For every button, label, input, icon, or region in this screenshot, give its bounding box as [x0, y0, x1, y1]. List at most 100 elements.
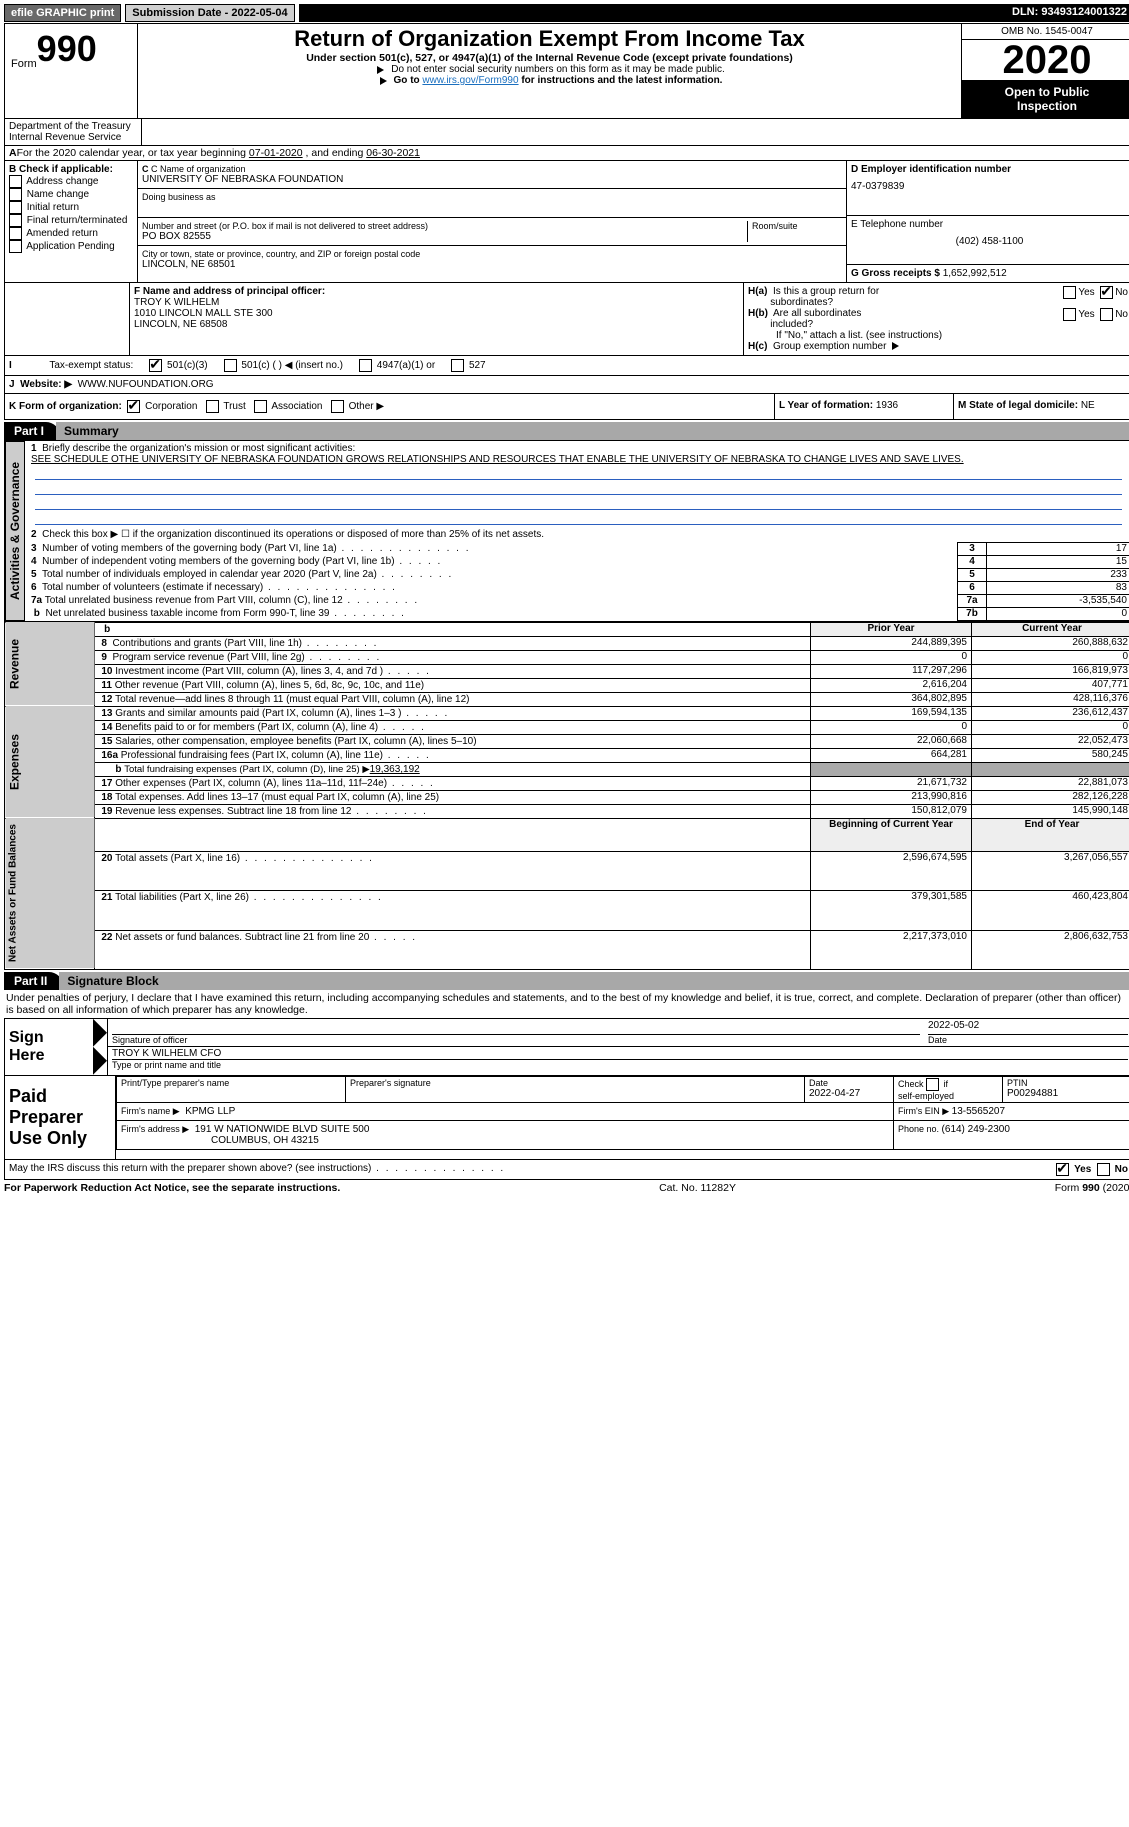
top-bar: efile GRAPHIC print Submission Date - 20… — [4, 4, 1129, 22]
l19: Revenue less expenses. Subtract line 18 … — [115, 806, 428, 817]
checkbox[interactable] — [9, 240, 22, 253]
officer-addr2: LINCOLN, NE 68508 — [134, 319, 227, 330]
line4: Number of independent voting members of … — [42, 556, 442, 567]
gross-label: G Gross receipts $ — [851, 268, 943, 279]
checkbox[interactable] — [9, 227, 22, 240]
cy17: 22,881,073 — [972, 776, 1129, 790]
cy9: 0 — [972, 650, 1129, 664]
k-corp: Corporation — [145, 401, 197, 412]
cy10: 166,819,973 — [972, 664, 1129, 678]
hint2-pre: Go to — [394, 75, 423, 86]
checkbox-checked[interactable] — [1056, 1163, 1069, 1176]
box-klm: K Form of organization: Corporation Trus… — [4, 394, 1129, 420]
checkbox[interactable] — [206, 400, 219, 413]
phone-label: E Telephone number — [851, 219, 1128, 230]
j-label: Website: ▶ — [20, 379, 72, 390]
officer-addr1: 1010 LINCOLN MALL STE 300 — [134, 308, 273, 319]
l21: Total liabilities (Part X, line 26) — [115, 892, 383, 903]
irs-link[interactable]: www.irs.gov/Form990 — [422, 75, 518, 86]
l-val: 1936 — [876, 400, 898, 411]
line1-label: Briefly describe the organization's miss… — [42, 443, 355, 454]
footer-mid: Cat. No. 11282Y — [659, 1182, 736, 1194]
py9: 0 — [811, 650, 972, 664]
checkbox[interactable] — [1063, 308, 1076, 321]
paid-preparer-label: PaidPreparerUse Only — [5, 1076, 115, 1159]
department-label: Department of the TreasuryInternal Reven… — [5, 119, 142, 145]
prep-date-l: Date — [809, 1078, 889, 1088]
k-label: K Form of organization: — [9, 401, 122, 412]
sign-here-label: SignHere — [5, 1019, 93, 1075]
l8: Contributions and grants (Part VIII, lin… — [112, 638, 378, 649]
checkbox-checked[interactable] — [127, 400, 140, 413]
checkbox[interactable] — [331, 400, 344, 413]
firm-addr1: 191 W NATIONWIDE BLVD SUITE 500 — [195, 1124, 370, 1135]
checkbox[interactable] — [1063, 286, 1076, 299]
footer-right: Form 990 (2020) — [1055, 1182, 1129, 1194]
checkbox[interactable] — [254, 400, 267, 413]
dln-label: DLN: — [1012, 6, 1041, 18]
firm-addr-l: Firm's address ▶ — [121, 1124, 189, 1134]
l16b-pre: Total fundraising expenses (Part IX, col… — [124, 764, 369, 775]
efile-button[interactable]: efile GRAPHIC print — [4, 4, 121, 22]
checkbox[interactable] — [9, 214, 22, 227]
submission-date: 2022-05-04 — [231, 7, 287, 19]
line1-text: SEE SCHEDULE OTHE UNIVERSITY OF NEBRASKA… — [31, 454, 964, 465]
hdr-bcy: Beginning of Current Year — [811, 818, 972, 852]
line3: Number of voting members of the governin… — [42, 543, 470, 554]
triangle-icon — [377, 66, 384, 74]
l22: Net assets or fund balances. Subtract li… — [115, 932, 417, 943]
m-label: M State of legal domicile: — [958, 400, 1081, 411]
org-city: LINCOLN, NE 68501 — [142, 259, 842, 270]
website-value: WWW.NUFOUNDATION.ORG — [78, 379, 214, 390]
check-self: Check ifself-employed — [894, 1076, 1003, 1102]
k-assoc: Association — [271, 401, 322, 412]
cy11: 407,771 — [972, 678, 1129, 692]
checkbox[interactable] — [224, 359, 237, 372]
i-label: Tax-exempt status: — [49, 360, 133, 371]
submission-label: Submission Date - — [132, 7, 231, 19]
ptin-l: PTIN — [1007, 1078, 1127, 1088]
cy20: 3,267,056,557 — [972, 852, 1129, 891]
ptin: P00294881 — [1007, 1088, 1127, 1099]
l18: Total expenses. Add lines 13–17 (must eq… — [115, 792, 439, 803]
type-name-label: Type or print name and title — [112, 1059, 1128, 1070]
checkbox[interactable] — [451, 359, 464, 372]
checkbox[interactable] — [1097, 1163, 1110, 1176]
may-irs: May the IRS discuss this return with the… — [9, 1163, 505, 1174]
checkbox-checked[interactable] — [149, 359, 162, 372]
checkbox[interactable] — [9, 188, 22, 201]
l12: Total revenue—add lines 8 through 11 (mu… — [115, 694, 469, 705]
firm-phone: (614) 249-2300 — [942, 1124, 1010, 1135]
vtab-revenue: Revenue — [5, 622, 95, 706]
vtab-governance: Activities & Governance — [5, 441, 25, 621]
i-4947: 4947(a)(1) or — [377, 360, 435, 371]
footer-left: For Paperwork Reduction Act Notice, see … — [4, 1182, 340, 1194]
triangle-icon — [380, 77, 387, 85]
name-label: C Name of organization — [151, 164, 246, 174]
sig-officer-label: Signature of officer — [112, 1034, 920, 1045]
form-header: Form990 Return of Organization Exempt Fr… — [4, 23, 1129, 146]
checkbox[interactable] — [9, 175, 22, 188]
firm-ein: 13-5565207 — [952, 1106, 1005, 1117]
py16a: 664,281 — [811, 748, 972, 762]
box-j: J Website: ▶ WWW.NUFOUNDATION.ORG — [4, 376, 1129, 394]
hdr-eoy: End of Year — [972, 818, 1129, 852]
checkbox[interactable] — [926, 1078, 939, 1091]
hdr-current-year: Current Year — [972, 622, 1129, 636]
cy14: 0 — [972, 720, 1129, 734]
period-mid: , and ending — [303, 147, 367, 159]
part2-header: Part II Signature Block — [4, 972, 1129, 990]
py22: 2,217,373,010 — [811, 930, 972, 969]
py11: 2,616,204 — [811, 678, 972, 692]
py18: 213,990,816 — [811, 790, 972, 804]
line5: Total number of individuals employed in … — [42, 569, 453, 580]
section-a: AFor the 2020 calendar year, or tax year… — [4, 146, 1129, 161]
part1-title: Summary — [56, 422, 1129, 440]
l16b-val: 19,363,192 — [370, 764, 420, 775]
part1-header: Part I Summary — [4, 422, 1129, 440]
checkbox[interactable] — [1100, 308, 1113, 321]
checkbox[interactable] — [9, 201, 22, 214]
form-word: Form — [11, 58, 37, 70]
checkbox-checked[interactable] — [1100, 286, 1113, 299]
checkbox[interactable] — [359, 359, 372, 372]
